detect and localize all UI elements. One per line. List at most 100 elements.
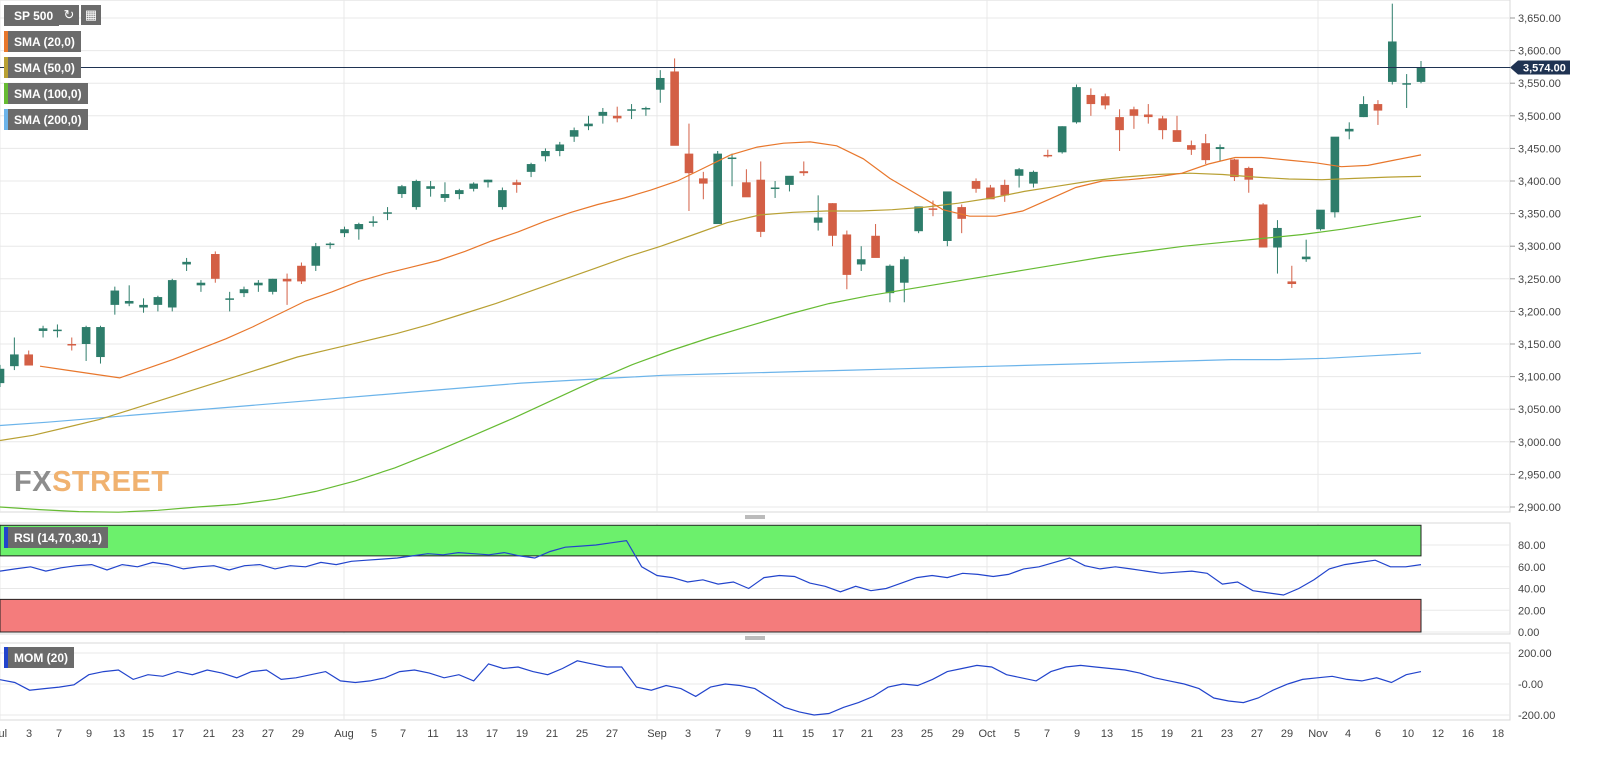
candle-body <box>555 144 565 152</box>
candle-body <box>210 254 220 279</box>
x-tick-label: 15 <box>142 728 154 740</box>
candle-body <box>655 77 665 90</box>
x-tick-label: 7 <box>400 728 406 740</box>
x-tick-label: 17 <box>486 728 498 740</box>
symbol-label: SP 500 <box>8 5 60 26</box>
candle-body <box>340 229 349 234</box>
candle-body <box>699 178 708 184</box>
candle-body <box>455 190 464 195</box>
sma100-line <box>0 215 1422 513</box>
price-tick-label: 3,500.00 <box>1518 111 1561 123</box>
rsi-legend[interactable]: RSI (14,70,30,1) <box>4 527 109 548</box>
candle-body <box>799 171 809 174</box>
candle-body <box>1258 204 1268 248</box>
x-tick-label: Aug <box>334 728 354 740</box>
last-price-label: 3,574.00 <box>1523 63 1566 75</box>
candle-body <box>426 186 435 189</box>
candle-body <box>986 187 995 200</box>
sma50-swatch <box>4 57 8 78</box>
indicator-legend-sma50[interactable]: SMA (50,0) <box>4 57 81 78</box>
candle-body <box>225 298 234 300</box>
candle-body <box>1158 118 1167 131</box>
candle-body <box>1316 209 1325 230</box>
x-tick-label: 13 <box>1101 728 1113 740</box>
candle-body <box>1143 114 1153 118</box>
x-tick-label: 21 <box>1191 728 1203 740</box>
x-tick-label: 3 <box>26 728 32 740</box>
candle-body <box>871 235 880 258</box>
candle-body <box>282 278 292 282</box>
sma20-line <box>39 141 1422 379</box>
candle-body <box>1416 67 1426 82</box>
indicator-legend-sma200[interactable]: SMA (200,0) <box>4 109 88 130</box>
candle-body <box>512 182 522 185</box>
mom-line <box>0 660 1422 716</box>
candle-body <box>584 123 593 127</box>
x-tick-label: 5 <box>371 728 377 740</box>
candle-body <box>1215 147 1225 150</box>
candle-body <box>498 190 507 208</box>
sma20-label: SMA (20,0) <box>8 31 81 52</box>
x-tick-label: 16 <box>1462 728 1474 740</box>
rsi-tick-label: 60.00 <box>1518 562 1546 574</box>
candle-body <box>1100 96 1110 106</box>
x-tick-label: 3 <box>685 728 691 740</box>
x-tick-label: 23 <box>1221 728 1233 740</box>
indicator-legend-sma100[interactable]: SMA (100,0) <box>4 83 88 104</box>
candle-body <box>569 130 579 137</box>
mom-tick-label: -200.00 <box>1518 710 1555 722</box>
x-tick-label: 27 <box>606 728 618 740</box>
sma20-swatch <box>4 31 8 52</box>
x-tick-label: 25 <box>576 728 588 740</box>
candle-body <box>1043 154 1053 157</box>
x-tick-label: 13 <box>113 728 125 740</box>
x-tick-label: 19 <box>516 728 528 740</box>
x-tick-label: 21 <box>861 728 873 740</box>
candle-body <box>526 164 536 172</box>
candle-body <box>1244 167 1254 180</box>
x-tick-label: 7 <box>56 728 62 740</box>
candle-body <box>96 327 105 358</box>
price-tick-label: 3,450.00 <box>1518 143 1561 155</box>
candle-body <box>785 175 794 185</box>
candle-body <box>756 179 766 232</box>
x-tick-label: 23 <box>232 728 244 740</box>
candle-body <box>1301 256 1311 260</box>
candle-body <box>440 194 450 198</box>
price-tick-label: 2,900.00 <box>1518 502 1561 514</box>
candle-body <box>411 181 421 208</box>
fxstreet-logo: FXSTREET <box>14 466 169 499</box>
candle-body <box>297 265 306 282</box>
candle-body <box>713 153 722 225</box>
candle-body <box>1129 109 1139 116</box>
mom-label: MOM (20) <box>8 647 74 668</box>
indicator-legend-sma20[interactable]: SMA (20,0) <box>4 31 81 52</box>
x-tick-label: 7 <box>715 728 721 740</box>
x-tick-label: 29 <box>292 728 304 740</box>
price-tick-label: 3,300.00 <box>1518 241 1561 253</box>
mom-legend[interactable]: MOM (20) <box>4 647 74 668</box>
price-tick-label: 3,600.00 <box>1518 46 1561 58</box>
candle-body <box>1330 136 1340 213</box>
sma200-swatch <box>4 109 8 130</box>
candle-body <box>110 290 120 305</box>
x-tick-label: 29 <box>952 728 964 740</box>
x-tick-label: Oct <box>978 728 995 740</box>
price-tick-label: 3,000.00 <box>1518 437 1561 449</box>
candle-body <box>1086 94 1096 105</box>
candle-body <box>856 259 866 265</box>
candle-body <box>885 265 895 294</box>
x-tick-label: 15 <box>802 728 814 740</box>
candle-body <box>24 354 34 366</box>
rsi-label: RSI (14,70,30,1) <box>8 527 109 548</box>
sma100-label: SMA (100,0) <box>8 83 88 104</box>
symbol-legend[interactable]: SP 500 <box>4 5 60 26</box>
refresh-icon[interactable]: ↻ <box>59 5 79 25</box>
x-tick-label: Sep <box>647 728 667 740</box>
candle-body <box>469 183 478 189</box>
price-tick-label: 3,350.00 <box>1518 209 1561 221</box>
chart-settings-icon[interactable]: ▦ <box>81 5 101 25</box>
candle-body <box>483 179 493 183</box>
candle-body <box>928 208 938 210</box>
price-tick-label: 3,400.00 <box>1518 176 1561 188</box>
